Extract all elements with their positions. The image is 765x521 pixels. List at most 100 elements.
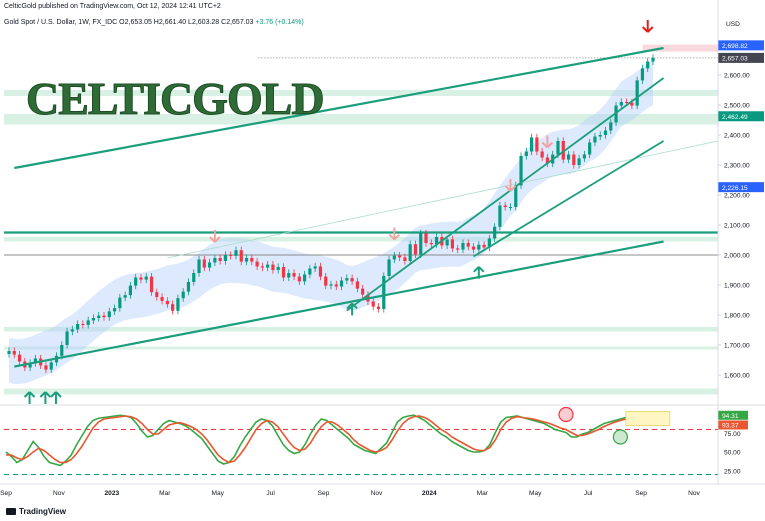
candle-body bbox=[498, 205, 502, 227]
candle-body bbox=[49, 362, 53, 370]
candle-body bbox=[324, 276, 328, 286]
candle-body bbox=[577, 158, 581, 165]
arrow-down-icon bbox=[209, 230, 221, 243]
candle-body bbox=[76, 324, 80, 330]
candle-body bbox=[70, 329, 74, 332]
tradingview-icon bbox=[6, 508, 16, 516]
arrow-up-icon bbox=[39, 391, 52, 404]
trend-line bbox=[473, 140, 665, 258]
candle-body bbox=[646, 61, 650, 69]
time-tick-label: Sep bbox=[635, 490, 647, 497]
price-label-tag bbox=[718, 182, 764, 193]
candle-body bbox=[413, 244, 418, 255]
candle-body bbox=[614, 105, 618, 123]
candle-body bbox=[609, 122, 613, 131]
candle-body bbox=[461, 243, 465, 250]
time-tick-label: Mar bbox=[159, 490, 171, 497]
candle-body bbox=[128, 285, 133, 296]
candle-body bbox=[529, 137, 534, 152]
price-label-tag bbox=[718, 40, 764, 51]
channel-mid-line bbox=[167, 140, 719, 259]
candle-body bbox=[329, 284, 333, 286]
candle-body bbox=[81, 324, 85, 325]
candle-body bbox=[582, 154, 586, 159]
candle-body bbox=[419, 233, 423, 255]
candle-body bbox=[297, 276, 301, 282]
time-tick-label: May bbox=[529, 490, 542, 497]
stochastic-signal-circle bbox=[558, 406, 574, 423]
price-label-tag bbox=[718, 52, 764, 63]
stochastic-tick-label: 75.00 bbox=[724, 431, 741, 438]
footer-brand: TradingView bbox=[19, 507, 66, 516]
logo-text: CELTICGOLD bbox=[26, 73, 326, 125]
price-tick-label: 2,100.00 bbox=[724, 223, 750, 230]
candle-body bbox=[213, 258, 217, 263]
candle-body bbox=[350, 278, 354, 282]
price-tick-label: 1,900.00 bbox=[724, 283, 750, 290]
candle-body bbox=[450, 239, 455, 249]
candle-body bbox=[165, 300, 169, 305]
support-zone bbox=[4, 237, 718, 242]
candle-body bbox=[160, 297, 164, 301]
candle-body bbox=[207, 262, 212, 268]
arrow-down-icon bbox=[388, 227, 401, 241]
candle-body bbox=[287, 273, 291, 278]
arrow-down-icon bbox=[642, 20, 654, 33]
time-tick-label: Jul bbox=[266, 490, 275, 497]
candle-body bbox=[313, 266, 317, 269]
time-tick-label: May bbox=[211, 490, 224, 497]
channel-lower-line bbox=[14, 240, 664, 368]
candle-body bbox=[408, 244, 412, 261]
candle-body bbox=[7, 351, 11, 354]
candle-body bbox=[250, 258, 254, 262]
stochastic-pane: 25.00 50.00 75.00 94.31 93.37 Sep Nov 2023 Mar Ma… bbox=[0, 404, 765, 497]
candle-body bbox=[630, 102, 634, 106]
price-tick-label: 2,400.00 bbox=[724, 133, 750, 140]
support-zone bbox=[4, 90, 718, 96]
time-tick-label: Mar bbox=[477, 490, 489, 497]
ohlc-values: O2,653.05 H2,661.40 L2,603.28 C2,657.03 bbox=[119, 19, 254, 26]
arrow-down-icon bbox=[504, 179, 517, 192]
trend-line bbox=[346, 77, 665, 312]
time-tick-label: Jul bbox=[584, 490, 593, 497]
candle-body bbox=[456, 248, 460, 250]
candle-body bbox=[102, 315, 106, 318]
candle-body bbox=[112, 308, 117, 312]
candle-body bbox=[266, 264, 270, 268]
time-tick-label: Sep bbox=[318, 490, 330, 497]
time-tick-label: 2024 bbox=[422, 490, 437, 497]
candle-body bbox=[345, 278, 349, 281]
candle-body bbox=[107, 311, 111, 318]
candle-body bbox=[234, 250, 238, 256]
candle-body bbox=[593, 136, 597, 143]
resistance-zone bbox=[642, 44, 718, 52]
candle-body bbox=[598, 135, 602, 137]
support-zone bbox=[4, 346, 718, 350]
candle-body bbox=[625, 102, 629, 103]
candle-body bbox=[186, 282, 191, 292]
candle-body bbox=[123, 295, 127, 298]
channel-upper-line bbox=[14, 46, 664, 170]
support-zone bbox=[4, 388, 718, 395]
price-tick-label: 2,000.00 bbox=[724, 253, 750, 260]
candle-body bbox=[429, 243, 433, 245]
candle-body bbox=[97, 315, 101, 318]
candle-body bbox=[619, 102, 623, 106]
candle-body bbox=[477, 244, 481, 250]
price-tick-label: 1,800.00 bbox=[724, 313, 750, 320]
arrow-up-icon bbox=[473, 266, 485, 279]
stochastic-value-text: 93.37 bbox=[722, 422, 739, 429]
candle-body bbox=[339, 280, 344, 287]
candle-body bbox=[33, 358, 37, 363]
candle-body bbox=[144, 276, 148, 280]
price-label-text: 2,226.15 bbox=[722, 185, 748, 192]
volatility-band bbox=[9, 60, 653, 384]
candle-body bbox=[487, 238, 491, 248]
candle-body bbox=[424, 233, 428, 243]
candle-body bbox=[149, 276, 154, 293]
candle-body bbox=[17, 354, 22, 362]
candle-body bbox=[651, 57, 655, 62]
candle-body bbox=[303, 274, 307, 282]
stochastic-value-text: 94.31 bbox=[722, 413, 739, 420]
